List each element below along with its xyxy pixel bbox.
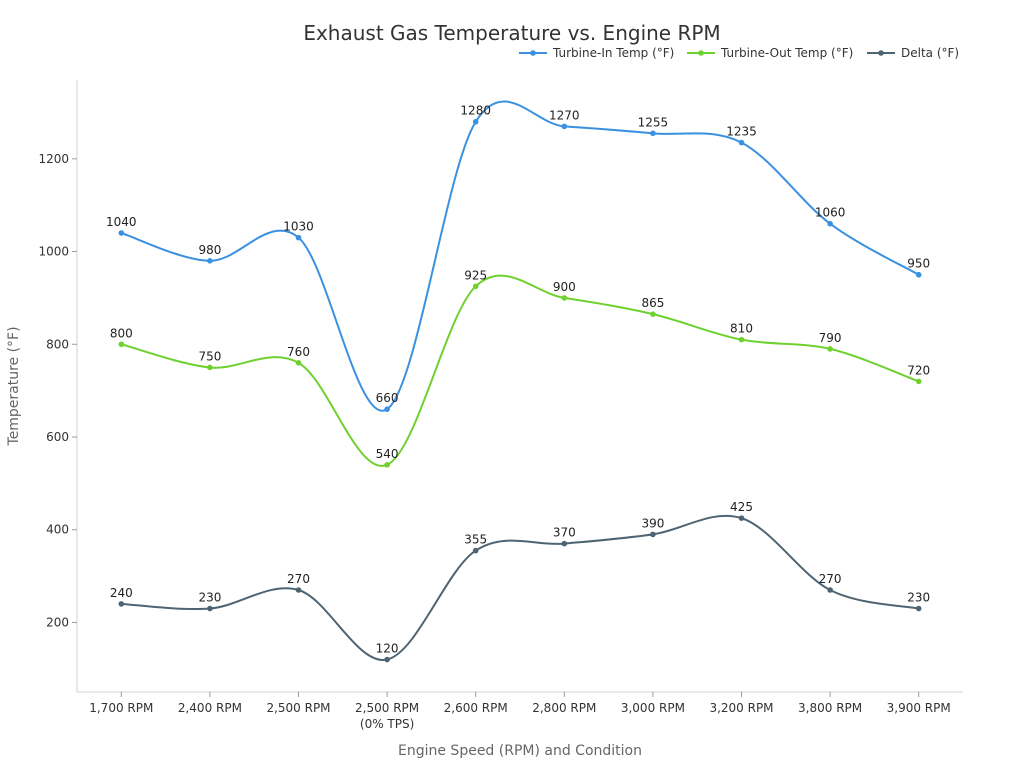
data-label: 370 xyxy=(553,526,576,540)
data-point xyxy=(650,130,656,137)
data-label: 425 xyxy=(730,500,753,514)
legend-label: Turbine-In Temp (°F) xyxy=(552,46,674,60)
x-tick-label: 2,400 RPM xyxy=(178,701,242,715)
legend-swatch-marker xyxy=(878,50,884,56)
data-point xyxy=(295,360,302,366)
data-point xyxy=(472,118,479,125)
series-3: 240 230 270 120 355 370 390 425 270 230 xyxy=(110,500,930,663)
data-point xyxy=(118,601,125,607)
data-point xyxy=(915,271,922,278)
series-line xyxy=(121,274,920,467)
series-line xyxy=(121,514,919,661)
data-point xyxy=(650,531,656,538)
legend-label: Delta (°F) xyxy=(901,46,959,60)
x-tick-label: 3,800 RPM xyxy=(798,701,862,715)
data-label: 900 xyxy=(553,280,576,294)
data-point xyxy=(384,656,390,663)
data-point xyxy=(561,540,568,547)
data-label: 120 xyxy=(376,642,399,656)
data-point xyxy=(207,605,213,612)
data-label: 270 xyxy=(287,572,310,586)
legend-item: Delta (°F) xyxy=(867,46,959,60)
legend-item: Turbine-In Temp (°F) xyxy=(519,46,674,60)
x-tick-label: 2,500 RPM (0% TPS) xyxy=(355,701,419,731)
y-tick-label: 1200 xyxy=(38,152,69,166)
data-point xyxy=(827,587,833,593)
data-label: 720 xyxy=(907,363,930,377)
data-label: 750 xyxy=(198,349,221,363)
data-label: 1235 xyxy=(726,125,757,139)
data-point xyxy=(207,258,213,264)
chart-title: Exhaust Gas Temperature vs. Engine RPM xyxy=(303,21,720,45)
data-point xyxy=(295,587,302,593)
data-label: 660 xyxy=(376,391,399,405)
data-label: 760 xyxy=(287,345,310,359)
data-point xyxy=(472,283,479,290)
data-label: 1255 xyxy=(638,115,669,129)
data-label: 240 xyxy=(110,586,133,600)
data-label: 270 xyxy=(819,572,842,586)
chart-legend: Turbine-In Temp (°F) Turbine-Out Temp (°F… xyxy=(519,46,959,60)
data-label: 1060 xyxy=(815,206,846,220)
y-tick-label: 1000 xyxy=(38,245,69,259)
data-point xyxy=(650,311,656,317)
data-point xyxy=(827,346,833,352)
legend-swatch-marker xyxy=(698,50,704,56)
data-point xyxy=(561,123,568,130)
data-point xyxy=(738,336,745,343)
data-point xyxy=(118,341,125,348)
x-tick-label: 2,800 RPM xyxy=(532,701,596,715)
data-label: 1040 xyxy=(106,215,137,229)
x-tick-label: 2,500 RPM xyxy=(266,701,330,715)
data-point xyxy=(384,462,390,468)
y-tick-label: 400 xyxy=(46,523,69,537)
y-tick-label: 200 xyxy=(46,615,69,629)
data-label: 790 xyxy=(819,331,842,345)
x-axis-title: Engine Speed (RPM) and Condition xyxy=(398,743,642,759)
data-point xyxy=(738,139,745,146)
x-tick-label: 3,900 RPM xyxy=(887,701,951,715)
data-label: 810 xyxy=(730,322,753,336)
data-label: 865 xyxy=(641,296,664,310)
data-label: 950 xyxy=(907,257,930,271)
data-point xyxy=(915,605,922,612)
data-label: 980 xyxy=(198,243,221,257)
x-tick-label: 3,000 RPM xyxy=(621,701,685,715)
x-tick-label: 2,600 RPM xyxy=(444,701,508,715)
data-label: 1270 xyxy=(549,108,580,122)
data-point xyxy=(915,378,922,385)
series-1: 1040 980 1030 660 1280 1270 1255 1235 1060 950 xyxy=(106,100,930,412)
y-axis-title: Temperature (°F) xyxy=(6,326,22,446)
data-point xyxy=(827,220,833,227)
x-axis-ticks: 1,700 RPM 2,400 RPM 2,500 RPM 2,500 RPM (0% … xyxy=(89,692,951,731)
data-point xyxy=(561,295,568,301)
y-tick-label: 600 xyxy=(46,430,69,444)
data-point xyxy=(295,234,302,241)
data-point xyxy=(118,230,125,236)
data-label: 230 xyxy=(907,591,930,605)
data-point xyxy=(738,515,745,521)
legend-item: Turbine-Out Temp (°F) xyxy=(687,46,853,60)
data-label: 925 xyxy=(464,268,487,282)
data-point xyxy=(384,406,390,412)
data-label: 230 xyxy=(198,591,221,605)
data-label: 800 xyxy=(110,326,133,340)
x-tick-label: 1,700 RPM xyxy=(89,701,153,715)
data-point xyxy=(207,364,213,371)
y-tick-label: 800 xyxy=(46,337,69,351)
data-label: 355 xyxy=(464,533,487,547)
legend-swatch-marker xyxy=(530,50,536,56)
y-axis-ticks: 200 400 600 800 1000 1200 xyxy=(38,152,77,629)
legend-label: Turbine-Out Temp (°F) xyxy=(720,46,853,60)
data-label: 1280 xyxy=(460,104,491,118)
data-label: 1030 xyxy=(283,220,314,234)
data-label: 540 xyxy=(376,447,399,461)
series-2: 800 750 760 540 925 900 865 810 790 720 xyxy=(110,268,930,468)
data-point xyxy=(472,547,479,554)
x-tick-label: 3,200 RPM xyxy=(709,701,773,715)
data-label: 390 xyxy=(641,516,664,530)
